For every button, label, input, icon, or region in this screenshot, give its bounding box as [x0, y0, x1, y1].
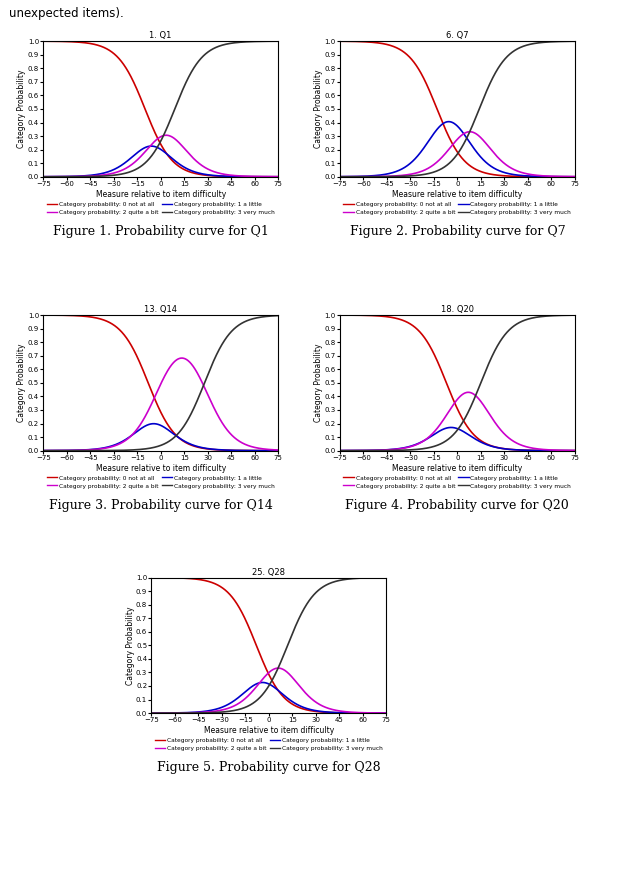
Legend: Category probability: 0 not at all, Category probability: 2 quite a bit, Categor: Category probability: 0 not at all, Cate… [344, 475, 571, 488]
Y-axis label: Category Probability: Category Probability [125, 606, 135, 684]
Title: 13. Q14: 13. Q14 [144, 305, 177, 314]
X-axis label: Measure relative to item difficulty: Measure relative to item difficulty [204, 726, 334, 735]
Text: Figure 3. Probability curve for Q14: Figure 3. Probability curve for Q14 [49, 499, 273, 512]
Y-axis label: Category Probability: Category Probability [17, 344, 27, 422]
Legend: Category probability: 0 not at all, Category probability: 2 quite a bit, Categor: Category probability: 0 not at all, Cate… [47, 475, 274, 488]
Text: unexpected items).: unexpected items). [9, 7, 124, 20]
Text: Figure 4. Probability curve for Q20: Figure 4. Probability curve for Q20 [345, 499, 569, 512]
Legend: Category probability: 0 not at all, Category probability: 2 quite a bit, Categor: Category probability: 0 not at all, Cate… [344, 201, 571, 214]
Legend: Category probability: 0 not at all, Category probability: 2 quite a bit, Categor: Category probability: 0 not at all, Cate… [155, 738, 383, 751]
Title: 1. Q1: 1. Q1 [150, 31, 172, 40]
Y-axis label: Category Probability: Category Probability [17, 70, 27, 148]
X-axis label: Measure relative to item difficulty: Measure relative to item difficulty [392, 190, 522, 199]
Y-axis label: Category Probability: Category Probability [314, 70, 323, 148]
Title: 6. Q7: 6. Q7 [446, 31, 468, 40]
X-axis label: Measure relative to item difficulty: Measure relative to item difficulty [96, 190, 226, 199]
Legend: Category probability: 0 not at all, Category probability: 2 quite a bit, Categor: Category probability: 0 not at all, Cate… [47, 201, 274, 214]
X-axis label: Measure relative to item difficulty: Measure relative to item difficulty [96, 464, 226, 472]
Title: 25. Q28: 25. Q28 [252, 568, 286, 577]
Text: Figure 1. Probability curve for Q1: Figure 1. Probability curve for Q1 [53, 225, 269, 238]
Title: 18. Q20: 18. Q20 [441, 305, 474, 314]
Text: Figure 2. Probability curve for Q7: Figure 2. Probability curve for Q7 [350, 225, 565, 238]
Y-axis label: Category Probability: Category Probability [314, 344, 323, 422]
Text: Figure 5. Probability curve for Q28: Figure 5. Probability curve for Q28 [157, 761, 381, 774]
X-axis label: Measure relative to item difficulty: Measure relative to item difficulty [392, 464, 522, 472]
